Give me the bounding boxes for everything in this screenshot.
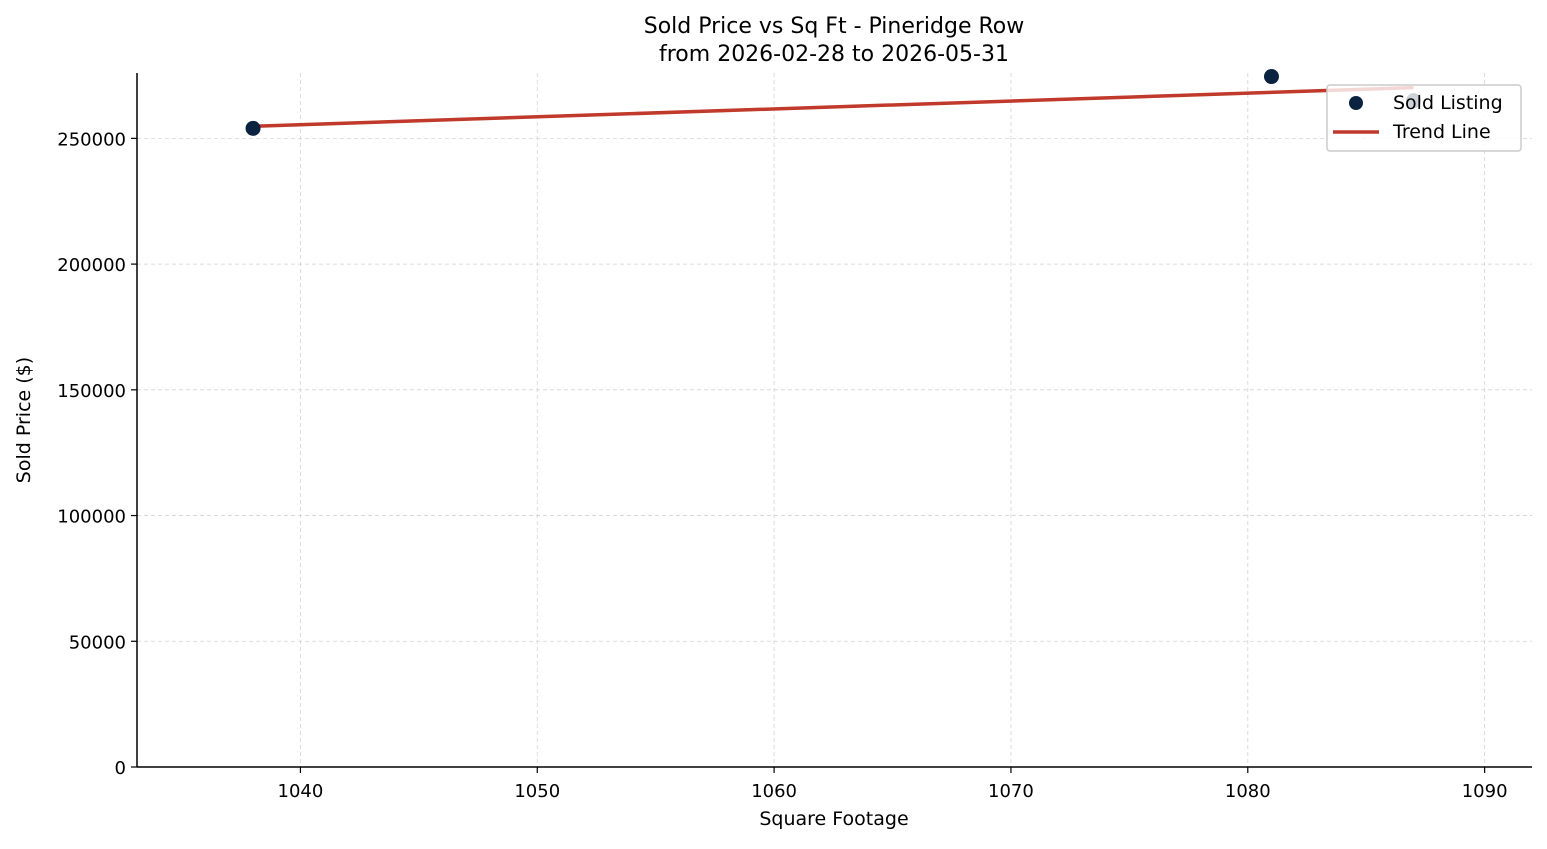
scatter-point xyxy=(245,120,261,136)
chart-title: Sold Price vs Sq Ft - Pineridge Row xyxy=(644,14,1025,39)
x-axis-label: Square Footage xyxy=(759,808,908,830)
y-tick-label: 100000 xyxy=(57,507,126,528)
scatter-point xyxy=(1263,69,1279,85)
tick-layer: 1040 1050 1060 1070 1080 1090 0 50000 100000 1500… xyxy=(57,129,1507,802)
trend-line xyxy=(252,85,1414,129)
legend-marker-sold-listing xyxy=(1349,96,1363,110)
x-tick-label: 1080 xyxy=(1225,781,1271,802)
x-tick-label: 1050 xyxy=(514,781,560,802)
axes-layer xyxy=(136,73,1532,768)
y-tick-label: 250000 xyxy=(57,129,126,150)
legend: Sold Listing Trend Line xyxy=(1326,84,1522,152)
series-layer xyxy=(245,69,1422,136)
y-tick-label: 200000 xyxy=(57,255,126,276)
x-tick-label: 1070 xyxy=(988,781,1034,802)
x-tick-label: 1060 xyxy=(751,781,797,802)
legend-label-trend-line: Trend Line xyxy=(1392,121,1491,143)
y-tick-label: 150000 xyxy=(57,381,126,402)
y-axis-label: Sold Price ($) xyxy=(13,357,35,483)
grid-layer xyxy=(137,73,1532,768)
x-tick-label: 1040 xyxy=(278,781,324,802)
y-tick-label: 50000 xyxy=(69,632,126,653)
x-tick-label: 1090 xyxy=(1462,781,1508,802)
legend-box xyxy=(1326,84,1522,152)
y-tick-label: 0 xyxy=(115,758,126,779)
chart-subtitle: from 2026-02-28 to 2026-05-31 xyxy=(659,42,1009,67)
legend-label-sold-listing: Sold Listing xyxy=(1393,92,1503,114)
